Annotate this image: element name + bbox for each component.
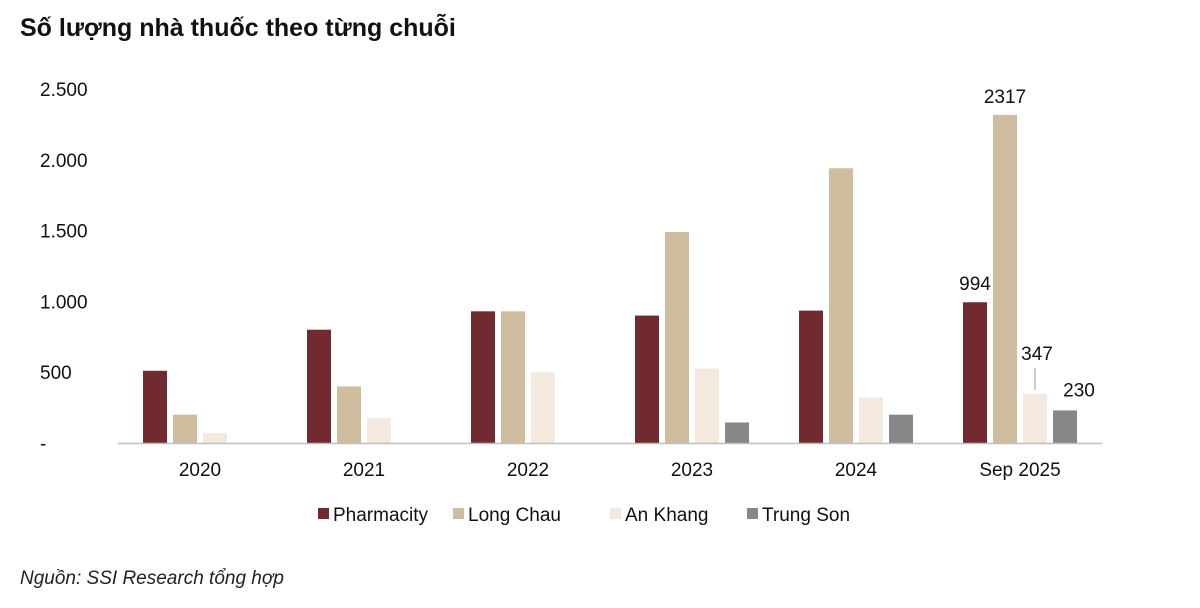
x-category-label: 2020 xyxy=(179,460,221,481)
data-label: 347 xyxy=(1021,344,1053,365)
bar-trung-son-2024 xyxy=(889,414,913,443)
data-label: 2317 xyxy=(984,87,1026,108)
legend-swatch-long-chau xyxy=(453,508,464,519)
x-category-label: Sep 2025 xyxy=(979,460,1060,481)
y-tick-label: 2.500 xyxy=(40,80,88,101)
source-note: Nguồn: SSI Research tổng hợp xyxy=(20,568,284,589)
bar-long-chau-2023 xyxy=(665,232,689,443)
x-category-label: 2021 xyxy=(343,460,385,481)
bar-long-chau-2021 xyxy=(337,386,361,443)
y-tick-label: 2.000 xyxy=(40,151,88,172)
legend-label-trung-son: Trung Son xyxy=(762,505,850,526)
x-category-label: 2022 xyxy=(507,460,549,481)
bar-long-chau-sep-2025 xyxy=(993,114,1017,443)
bar-pharmacity-2023 xyxy=(635,315,659,443)
bar-an-khang-2021 xyxy=(367,418,391,443)
legend-swatch-pharmacity xyxy=(318,508,329,519)
data-label: 230 xyxy=(1063,380,1095,401)
x-category-label: 2024 xyxy=(835,460,878,481)
bar-pharmacity-2022 xyxy=(471,311,495,443)
x-axis-categories: 2020 2021 2022 2023 2024 Sep 2025 xyxy=(179,460,1061,481)
page-title: Số lượng nhà thuốc theo từng chuỗi xyxy=(20,14,456,42)
y-tick-label: 1.500 xyxy=(40,222,88,243)
bar-pharmacity-2024 xyxy=(799,310,823,443)
legend-swatch-trung-son xyxy=(747,508,758,519)
y-axis-ticks: - 500 1.000 1.500 2.000 2.500 xyxy=(40,80,88,455)
legend: Pharmacity Long Chau An Khang Trung Son xyxy=(318,505,850,526)
bar-trung-son-sep-2025 xyxy=(1053,410,1077,443)
bar-an-khang-2023 xyxy=(695,368,719,443)
bar-long-chau-2024 xyxy=(829,168,853,443)
bar-trung-son-2023 xyxy=(725,422,749,443)
bar-long-chau-2020 xyxy=(173,414,197,443)
legend-label-pharmacity: Pharmacity xyxy=(333,505,429,526)
bar-an-khang-2020 xyxy=(203,433,227,443)
bars xyxy=(143,114,1077,443)
y-tick-label: 500 xyxy=(40,363,72,384)
bar-pharmacity-2021 xyxy=(307,329,331,443)
bar-an-khang-sep-2025 xyxy=(1023,393,1047,443)
bar-long-chau-2022 xyxy=(501,311,525,443)
bar-pharmacity-2020 xyxy=(143,370,167,443)
bar-an-khang-2022 xyxy=(531,372,555,443)
x-category-label: 2023 xyxy=(671,460,713,481)
legend-swatch-an-khang xyxy=(610,508,621,519)
y-tick-label: - xyxy=(40,434,46,455)
y-tick-label: 1.000 xyxy=(40,292,88,313)
data-label: 994 xyxy=(959,274,991,295)
data-labels: 994 2317 347 230 xyxy=(959,87,1095,402)
legend-label-an-khang: An Khang xyxy=(625,505,708,526)
bar-pharmacity-sep-2025 xyxy=(963,302,987,443)
bar-an-khang-2024 xyxy=(859,397,883,443)
legend-label-long-chau: Long Chau xyxy=(468,505,561,526)
